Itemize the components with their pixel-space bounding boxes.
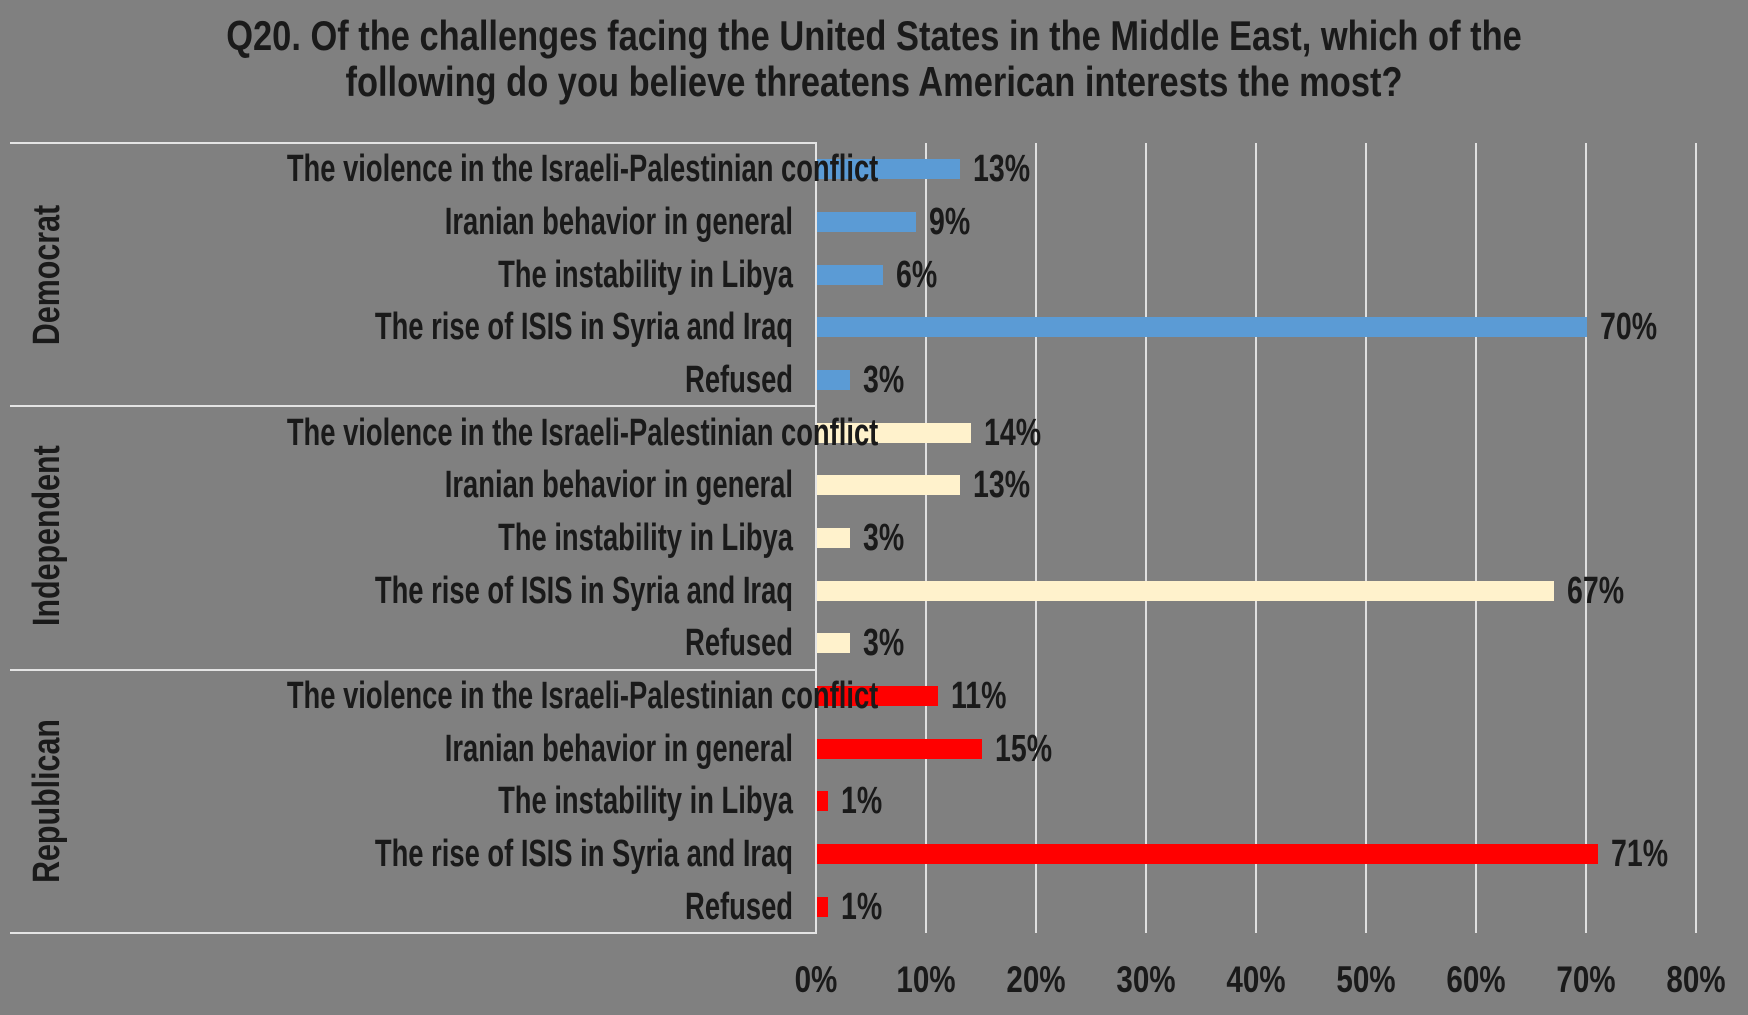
bar-independent-4	[817, 581, 1554, 601]
chart-title-line1: Q20. Of the challenges facing the United…	[226, 12, 1522, 59]
bar-independent-5	[817, 633, 850, 653]
gridline-70	[1585, 143, 1587, 933]
bar-value-label: 3%	[863, 622, 905, 664]
gridline-20	[1035, 143, 1037, 933]
x-axis-tick-80: 80%	[1666, 959, 1726, 1000]
category-label: The violence in the Israeli-Palestinian …	[286, 412, 879, 454]
bar-value-label: 1%	[841, 886, 883, 928]
gridline-40	[1255, 143, 1257, 933]
bar-value-label: 6%	[896, 254, 938, 296]
gridline-10	[925, 143, 927, 933]
group-label-republican: Republican	[26, 719, 68, 883]
category-label: The rise of ISIS in Syria and Iraq	[374, 570, 793, 612]
category-label: The violence in the Israeli-Palestinian …	[286, 675, 879, 717]
category-label: Refused	[685, 622, 793, 664]
x-axis-tick-10: 10%	[896, 959, 956, 1000]
category-label: The rise of ISIS in Syria and Iraq	[374, 306, 793, 348]
bar-democrat-5	[817, 370, 850, 390]
bar-value-label: 67%	[1567, 570, 1625, 612]
bar-value-label: 11%	[951, 675, 1007, 717]
category-label: Iranian behavior in general	[444, 201, 793, 243]
x-axis-tick-60: 60%	[1446, 959, 1506, 1000]
category-label: The violence in the Israeli-Palestinian …	[286, 148, 879, 190]
x-axis-tick-20: 20%	[1006, 959, 1066, 1000]
bar-value-label: 15%	[995, 728, 1053, 770]
bar-independent-3	[817, 528, 850, 548]
x-axis-tick-50: 50%	[1336, 959, 1396, 1000]
gridline-30	[1145, 143, 1147, 933]
category-axis-line	[815, 142, 817, 934]
group-divider	[10, 669, 817, 671]
bar-republican-4	[817, 844, 1598, 864]
bar-value-label: 13%	[973, 148, 1031, 190]
bar-republican-2	[817, 739, 982, 759]
x-axis-tick-40: 40%	[1226, 959, 1286, 1000]
chart-title: Q20. Of the challenges facing the United…	[0, 13, 1748, 105]
bar-republican-5	[817, 897, 828, 917]
group-divider	[10, 405, 817, 407]
group-label-independent: Independent	[26, 445, 68, 626]
gridline-60	[1475, 143, 1477, 933]
bar-democrat-4	[817, 317, 1587, 337]
bar-value-label: 9%	[929, 201, 971, 243]
bar-value-label: 13%	[973, 464, 1031, 506]
x-axis-tick-30: 30%	[1116, 959, 1176, 1000]
bar-value-label: 3%	[863, 359, 905, 401]
label-area-bottom-border	[10, 932, 817, 934]
gridline-50	[1365, 143, 1367, 933]
bar-democrat-1	[817, 159, 960, 179]
category-label: Refused	[685, 359, 793, 401]
bar-value-label: 3%	[863, 517, 905, 559]
chart-title-line2: following do you believe threatens Ameri…	[345, 58, 1403, 105]
bar-value-label: 70%	[1600, 306, 1658, 348]
category-label: Iranian behavior in general	[444, 728, 793, 770]
group-label-democrat: Democrat	[26, 204, 68, 346]
bar-democrat-3	[817, 265, 883, 285]
bar-value-label: 71%	[1611, 833, 1669, 875]
gridline-80	[1695, 143, 1697, 933]
bar-independent-2	[817, 475, 960, 495]
bar-value-label: 1%	[841, 780, 883, 822]
bar-value-label: 14%	[984, 412, 1042, 454]
category-label: The rise of ISIS in Syria and Iraq	[374, 833, 793, 875]
category-label: The instability in Libya	[498, 517, 793, 559]
category-label: The instability in Libya	[498, 780, 793, 822]
label-area-top-border	[10, 142, 817, 144]
category-label: Iranian behavior in general	[444, 464, 793, 506]
bar-democrat-2	[817, 212, 916, 232]
x-axis-tick-70: 70%	[1556, 959, 1616, 1000]
bar-independent-1	[817, 423, 971, 443]
category-label: Refused	[685, 886, 793, 928]
bar-republican-3	[817, 791, 828, 811]
x-axis-tick-0: 0%	[794, 959, 838, 1000]
category-label: The instability in Libya	[498, 254, 793, 296]
bar-republican-1	[817, 686, 938, 706]
